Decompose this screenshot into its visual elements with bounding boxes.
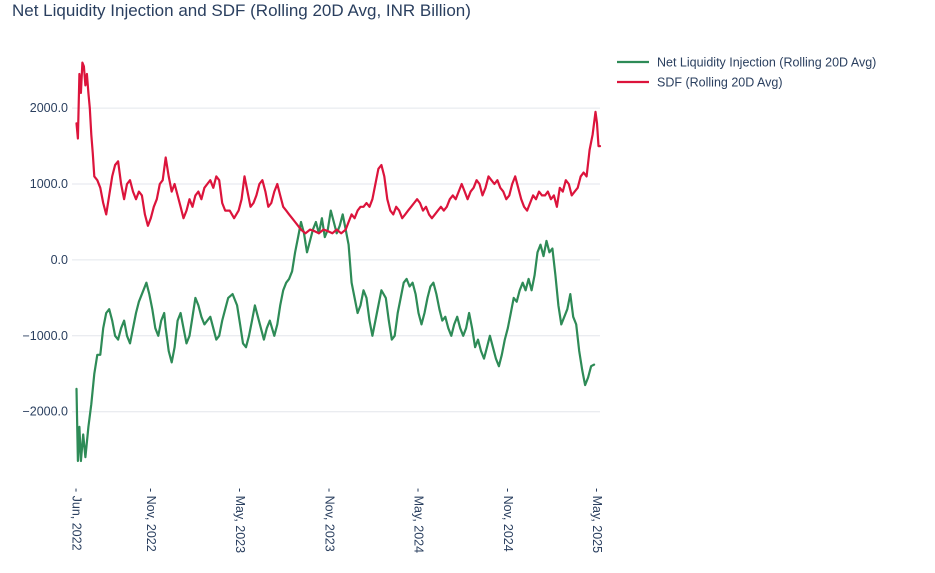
y-tick-label: −1000.0 — [22, 329, 68, 343]
y-tick-label: −2000.0 — [22, 405, 68, 419]
legend-label[interactable]: Net Liquidity Injection (Rolling 20D Avg… — [657, 56, 876, 70]
y-tick-label: 1000.0 — [30, 177, 68, 191]
gridlines — [72, 107, 600, 413]
x-tick-label: - May, 2025 — [590, 488, 604, 553]
legend[interactable]: Net Liquidity Injection (Rolling 20D Avg… — [617, 56, 876, 90]
y-axis-ticks: 2000.0 1000.0 0.0 −1000.0 −2000.0 — [22, 101, 68, 419]
series-line-1 — [75, 61, 602, 235]
x-tick-label: - Nov, 2022 — [144, 488, 158, 552]
legend-label[interactable]: SDF (Rolling 20D Avg) — [657, 76, 783, 90]
chart-title: Net Liquidity Injection and SDF (Rolling… — [12, 1, 471, 20]
x-tick-label: - Nov, 2023 — [322, 488, 336, 552]
x-tick-label: - May, 2024 — [412, 488, 426, 553]
y-tick-label: 0.0 — [51, 253, 68, 267]
series-lines — [75, 61, 602, 463]
x-tick-label: - May, 2023 — [233, 488, 247, 553]
x-tick-label: - Nov, 2024 — [501, 488, 515, 552]
y-tick-label: 2000.0 — [30, 101, 68, 115]
x-axis-ticks: - Jun, 2022 - Nov, 2022 - May, 2023 - Nov, … — [69, 488, 604, 553]
series-line-0 — [75, 209, 596, 463]
x-tick-label: - Jun, 2022 — [69, 488, 83, 551]
